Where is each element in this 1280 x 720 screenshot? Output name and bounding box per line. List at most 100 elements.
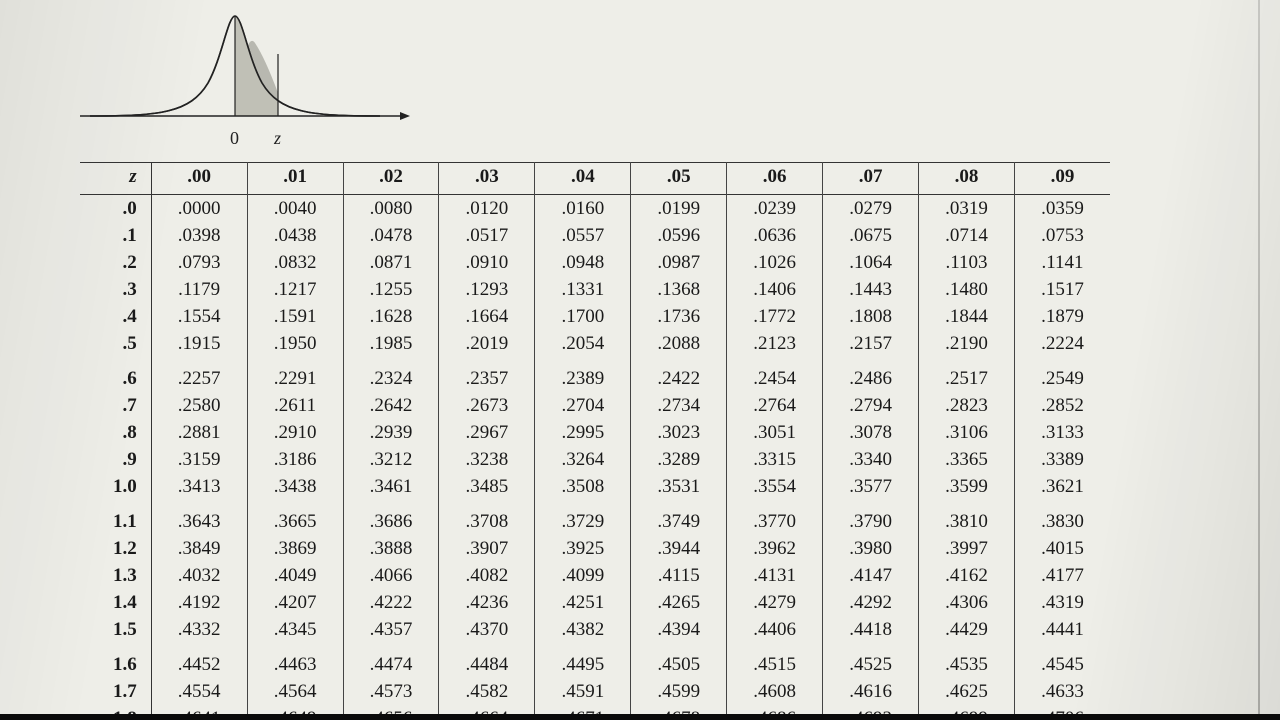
z-row-label: .5 (80, 330, 151, 357)
z-cell: .0279 (823, 195, 919, 223)
z-cell: .0319 (919, 195, 1015, 223)
z-row-label: 1.5 (80, 616, 151, 643)
z-cell: .3531 (631, 473, 727, 500)
z-cell: .3925 (535, 535, 631, 562)
z-cell: .1985 (343, 330, 439, 357)
z-cell: .3907 (439, 535, 535, 562)
z-cell: .2642 (343, 392, 439, 419)
axis-label-zero: 0 (230, 128, 239, 149)
z-cell: .4625 (919, 678, 1015, 705)
z-cell: .3389 (1014, 446, 1110, 473)
z-cell: .2939 (343, 419, 439, 446)
z-cell: .3749 (631, 500, 727, 535)
z-row-label: .2 (80, 249, 151, 276)
z-cell: .3023 (631, 419, 727, 446)
z-cell: .3643 (151, 500, 247, 535)
z-cell: .3264 (535, 446, 631, 473)
z-cell: .2881 (151, 419, 247, 446)
z-cell: .2794 (823, 392, 919, 419)
z-cell: .3340 (823, 446, 919, 473)
z-cell: .2823 (919, 392, 1015, 419)
z-table-corner: z (80, 163, 151, 195)
z-cell: .1517 (1014, 276, 1110, 303)
z-cell: .4082 (439, 562, 535, 589)
z-cell: .2486 (823, 357, 919, 392)
z-cell: .2549 (1014, 357, 1110, 392)
z-cell: .4345 (247, 616, 343, 643)
z-cell: .4306 (919, 589, 1015, 616)
z-table-col-header: .02 (343, 163, 439, 195)
z-cell: .2422 (631, 357, 727, 392)
z-cell: .4162 (919, 562, 1015, 589)
z-cell: .3962 (727, 535, 823, 562)
z-cell: .1480 (919, 276, 1015, 303)
page-right-edge (1258, 0, 1260, 720)
z-cell: .0832 (247, 249, 343, 276)
z-cell: .4099 (535, 562, 631, 589)
z-cell: .1368 (631, 276, 727, 303)
table-row: .4.1554.1591.1628.1664.1700.1736.1772.18… (80, 303, 1110, 330)
z-row-label: .3 (80, 276, 151, 303)
table-row: .7.2580.2611.2642.2673.2704.2734.2764.27… (80, 392, 1110, 419)
z-table-col-header: .01 (247, 163, 343, 195)
z-cell: .1554 (151, 303, 247, 330)
z-cell: .4115 (631, 562, 727, 589)
z-cell: .2704 (535, 392, 631, 419)
z-cell: .4394 (631, 616, 727, 643)
z-cell: .0557 (535, 222, 631, 249)
z-cell: .1293 (439, 276, 535, 303)
z-cell: .3888 (343, 535, 439, 562)
z-cell: .4573 (343, 678, 439, 705)
z-cell: .4131 (727, 562, 823, 589)
z-cell: .0478 (343, 222, 439, 249)
z-cell: .3554 (727, 473, 823, 500)
z-row-label: .7 (80, 392, 151, 419)
z-cell: .2054 (535, 330, 631, 357)
z-cell: .3729 (535, 500, 631, 535)
z-cell: .0398 (151, 222, 247, 249)
z-cell: .4066 (343, 562, 439, 589)
z-cell: .4545 (1014, 643, 1110, 678)
z-cell: .1026 (727, 249, 823, 276)
z-cell: .1664 (439, 303, 535, 330)
z-cell: .0199 (631, 195, 727, 223)
z-table-col-header: .00 (151, 163, 247, 195)
z-cell: .3051 (727, 419, 823, 446)
table-row: 1.5.4332.4345.4357.4370.4382.4394.4406.4… (80, 616, 1110, 643)
z-cell: .4406 (727, 616, 823, 643)
z-cell: .4495 (535, 643, 631, 678)
normal-curve-diagram: 0 z (80, 8, 410, 148)
z-table-col-header: .04 (535, 163, 631, 195)
z-cell: .3485 (439, 473, 535, 500)
z-cell: .3665 (247, 500, 343, 535)
table-row: .3.1179.1217.1255.1293.1331.1368.1406.14… (80, 276, 1110, 303)
z-cell: .0120 (439, 195, 535, 223)
z-cell: .4608 (727, 678, 823, 705)
z-cell: .0675 (823, 222, 919, 249)
z-cell: .4177 (1014, 562, 1110, 589)
z-row-label: .0 (80, 195, 151, 223)
z-cell: .3770 (727, 500, 823, 535)
table-row: .0.0000.0040.0080.0120.0160.0199.0239.02… (80, 195, 1110, 223)
z-cell: .3315 (727, 446, 823, 473)
z-cell: .0793 (151, 249, 247, 276)
z-cell: .3830 (1014, 500, 1110, 535)
z-cell: .1628 (343, 303, 439, 330)
z-cell: .3944 (631, 535, 727, 562)
z-cell: .1700 (535, 303, 631, 330)
z-cell: .3577 (823, 473, 919, 500)
z-cell: .2157 (823, 330, 919, 357)
z-cell: .2324 (343, 357, 439, 392)
z-row-label: 1.1 (80, 500, 151, 535)
z-table-col-header: .09 (1014, 163, 1110, 195)
z-cell: .4279 (727, 589, 823, 616)
z-cell: .3438 (247, 473, 343, 500)
z-table-page: 0 z z.00.01.02.03.04.05.06.07.08.09 .0.0… (0, 0, 1280, 720)
z-cell: .4441 (1014, 616, 1110, 643)
z-cell: .4236 (439, 589, 535, 616)
z-cell: .3461 (343, 473, 439, 500)
z-cell: .2257 (151, 357, 247, 392)
z-row-label: .6 (80, 357, 151, 392)
z-cell: .4582 (439, 678, 535, 705)
z-cell: .3365 (919, 446, 1015, 473)
